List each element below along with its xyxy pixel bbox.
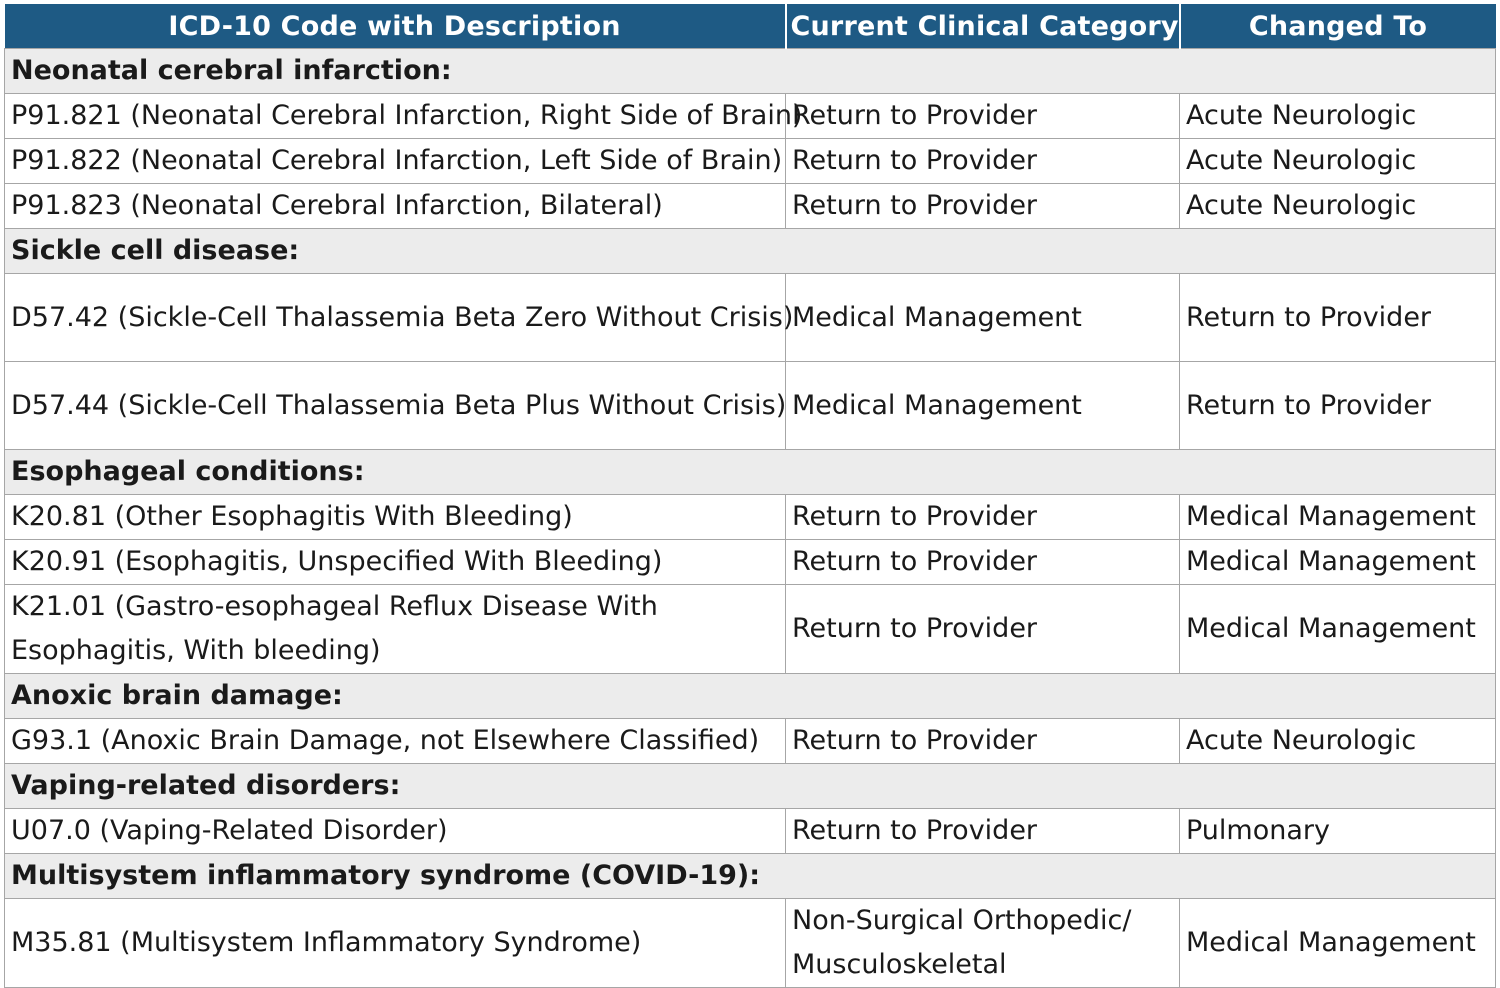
- header-changed-to: Changed To: [1179, 4, 1496, 49]
- code-cell: D57.44 (Sickle-Cell Thalassemia Beta Plu…: [4, 361, 786, 450]
- code-cell: D57.42 (Sickle-Cell Thalassemia Beta Zer…: [4, 273, 793, 362]
- current-category-cell: Return to Provider: [785, 93, 1180, 139]
- group-row-sickle-cell: Sickle cell disease:: [4, 228, 1496, 274]
- changed-to-cell: Medical Management: [1179, 898, 1496, 988]
- table-row: M35.81 (Multisystem Inflammatory Syndrom…: [4, 898, 1496, 988]
- table-row: K21.01 (Gastro-esophageal Reflux Disease…: [4, 584, 1496, 674]
- changed-to-cell: Return to Provider: [1179, 361, 1496, 450]
- icd-code-table: ICD-10 Code with Description Current Cli…: [4, 4, 1496, 988]
- group-row-esophageal: Esophageal conditions:: [4, 449, 1496, 495]
- current-category-cell: Return to Provider: [785, 584, 1180, 674]
- changed-to-cell: Pulmonary: [1179, 808, 1496, 854]
- table-row: P91.821 (Neonatal Cerebral Infarction, R…: [4, 93, 1496, 139]
- current-category-cell: Return to Provider: [785, 183, 1180, 229]
- table-row: U07.0 (Vaping-Related Disorder) Return t…: [4, 808, 1496, 854]
- group-title: Multisystem inflammatory syndrome (COVID…: [4, 853, 1496, 899]
- changed-to-cell: Medical Management: [1179, 539, 1496, 585]
- current-category-cell: Return to Provider: [785, 539, 1180, 585]
- code-line-2: Esophagitis, With bleeding): [11, 635, 381, 666]
- changed-to-cell: Return to Provider: [1179, 273, 1496, 362]
- table-row: G93.1 (Anoxic Brain Damage, not Elsewher…: [4, 718, 1496, 764]
- group-row-anoxic: Anoxic brain damage:: [4, 673, 1496, 719]
- current-category-cell: Return to Provider: [785, 718, 1180, 764]
- changed-to-cell: Medical Management: [1179, 494, 1496, 540]
- group-title: Vaping-related disorders:: [4, 763, 1496, 809]
- group-title: Sickle cell disease:: [4, 228, 1496, 274]
- current-category-cell: Non-Surgical Orthopedic/ Musculoskeletal: [785, 898, 1180, 988]
- current-category-cell: Return to Provider: [785, 138, 1180, 184]
- changed-to-cell: Acute Neurologic: [1179, 93, 1496, 139]
- code-cell: P91.821 (Neonatal Cerebral Infarction, R…: [4, 93, 802, 139]
- table-row: P91.823 (Neonatal Cerebral Infarction, B…: [4, 183, 1496, 229]
- header-row: ICD-10 Code with Description Current Cli…: [4, 4, 1496, 49]
- table-row: K20.81 (Other Esophagitis With Bleeding)…: [4, 494, 1496, 540]
- table-row: D57.42 (Sickle-Cell Thalassemia Beta Zer…: [4, 273, 1496, 362]
- current-category-cell: Medical Management: [785, 273, 1180, 362]
- group-title: Anoxic brain damage:: [4, 673, 1496, 719]
- header-code: ICD-10 Code with Description: [4, 4, 787, 49]
- code-line-1: K21.01 (Gastro-esophageal Reflux Disease…: [11, 591, 658, 622]
- header-current-category: Current Clinical Category: [785, 4, 1181, 49]
- group-title: Neonatal cerebral infarction:: [4, 48, 1496, 94]
- code-cell: U07.0 (Vaping-Related Disorder): [4, 808, 786, 854]
- current-category-cell: Return to Provider: [785, 494, 1180, 540]
- current-line-2: Musculoskeletal: [792, 949, 1007, 980]
- code-cell: K20.91 (Esophagitis, Unspecified With Bl…: [4, 539, 786, 585]
- code-cell: K20.81 (Other Esophagitis With Bleeding): [4, 494, 786, 540]
- code-cell: K21.01 (Gastro-esophageal Reflux Disease…: [4, 584, 786, 674]
- table-row: P91.822 (Neonatal Cerebral Infarction, L…: [4, 138, 1496, 184]
- changed-to-cell: Medical Management: [1179, 584, 1496, 674]
- group-title: Esophageal conditions:: [4, 449, 1496, 495]
- code-cell: P91.822 (Neonatal Cerebral Infarction, L…: [4, 138, 786, 184]
- current-category-cell: Medical Management: [785, 361, 1180, 450]
- group-row-vaping: Vaping-related disorders:: [4, 763, 1496, 809]
- table-row: D57.44 (Sickle-Cell Thalassemia Beta Plu…: [4, 361, 1496, 450]
- changed-to-cell: Acute Neurologic: [1179, 718, 1496, 764]
- current-line-1: Non-Surgical Orthopedic/: [792, 905, 1132, 936]
- code-cell: M35.81 (Multisystem Inflammatory Syndrom…: [4, 898, 786, 988]
- group-row-multisystem: Multisystem inflammatory syndrome (COVID…: [4, 853, 1496, 899]
- changed-to-cell: Acute Neurologic: [1179, 138, 1496, 184]
- current-category-cell: Return to Provider: [785, 808, 1180, 854]
- code-cell: G93.1 (Anoxic Brain Damage, not Elsewher…: [4, 718, 786, 764]
- changed-to-cell: Acute Neurologic: [1179, 183, 1496, 229]
- code-cell: P91.823 (Neonatal Cerebral Infarction, B…: [4, 183, 786, 229]
- table-row: K20.91 (Esophagitis, Unspecified With Bl…: [4, 539, 1496, 585]
- group-row-neonatal: Neonatal cerebral infarction:: [4, 48, 1496, 94]
